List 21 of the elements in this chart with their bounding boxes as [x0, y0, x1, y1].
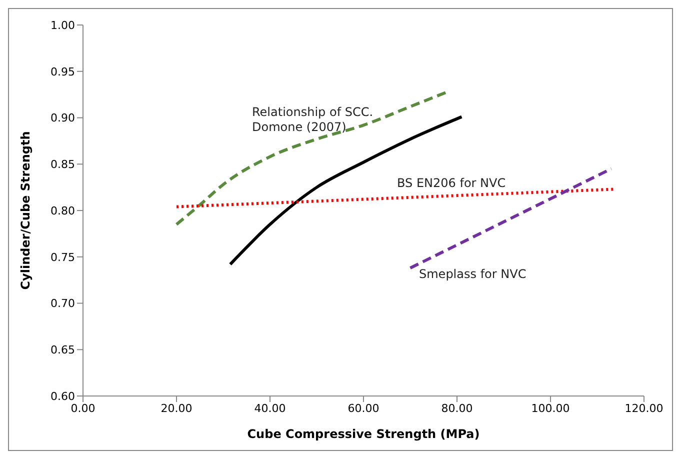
y-tick-label: 0.70	[50, 297, 75, 310]
x-axis-title: Cube Compressive Strength (MPa)	[247, 427, 480, 441]
annotation: Smeplass for NVC	[419, 267, 526, 282]
y-tick-label: 0.65	[50, 344, 75, 357]
y-axis-title: Cylinder/Cube Strength	[18, 131, 32, 290]
x-tick-label: 20.00	[160, 402, 192, 415]
x-tick-label: 80.00	[441, 402, 473, 415]
y-tick-label: 0.80	[50, 204, 75, 218]
y-tick-label: 1.00	[50, 18, 75, 32]
x-tick-label: 60.00	[348, 402, 380, 415]
x-tick-label: 0.00	[70, 402, 96, 415]
y-tick-label: 0.95	[50, 65, 75, 78]
y-tick-label: 0.75	[50, 250, 75, 264]
y-tick-label: 0.90	[50, 112, 75, 125]
x-tick-label: 40.00	[254, 402, 286, 415]
y-tick-label: 0.60	[50, 390, 75, 403]
annotation: Relationship of SCC. Domone (2007)	[252, 105, 374, 135]
x-tick-label: 100.00	[531, 402, 570, 415]
y-tick-label: 0.85	[50, 158, 75, 172]
annotation: BS EN206 for NVC	[397, 176, 506, 191]
x-tick-label: 120.00	[624, 402, 664, 415]
